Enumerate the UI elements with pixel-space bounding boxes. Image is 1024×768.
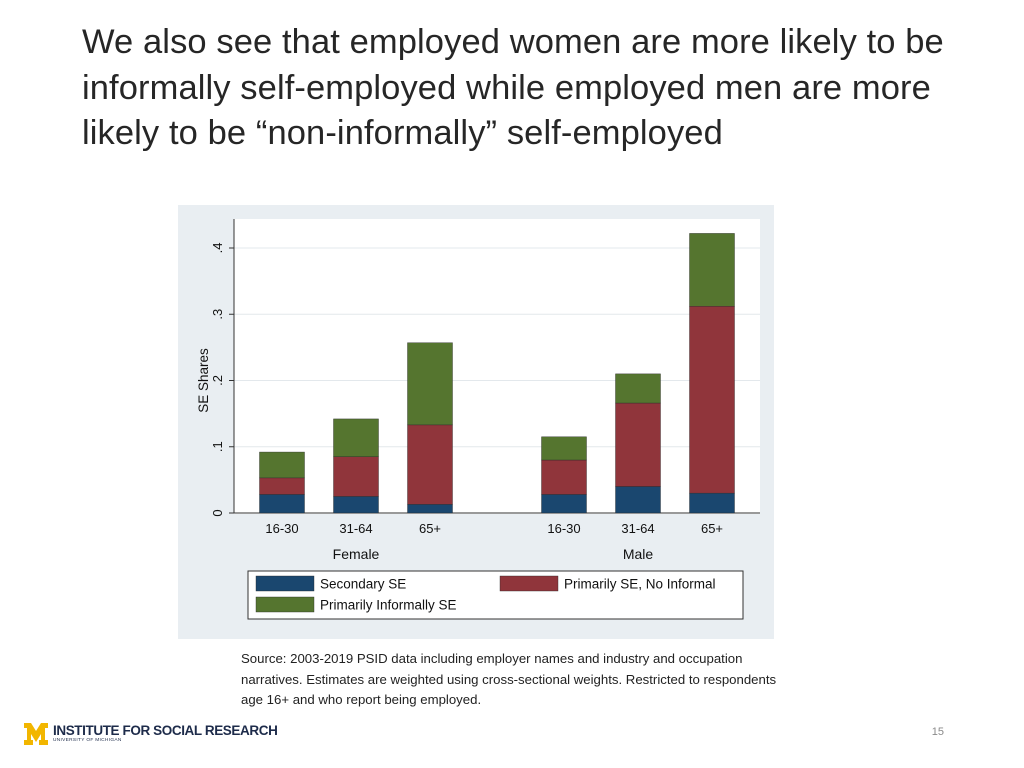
x-tick-label: 16-30: [547, 521, 580, 536]
chart-panel: 0 .1 .2 .3 .4 SE Shares 16-30 31-64 65+ 16-30 31-6…: [178, 205, 774, 639]
bar-segment: [689, 492, 735, 514]
bar-segment: [689, 306, 735, 494]
x-tick-label: 31-64: [339, 521, 372, 536]
legend-label: Secondary SE: [320, 577, 406, 592]
x-tick-label: 31-64: [621, 521, 654, 536]
y-tick-label: .1: [210, 441, 225, 452]
x-tick-label: 16-30: [265, 521, 298, 536]
legend-swatch: [255, 575, 315, 592]
slide-title: We also see that employed women are more…: [82, 23, 944, 152]
bar-segment: [259, 494, 305, 514]
legend-swatch: [499, 575, 559, 592]
logo-sub-text: UNIVERSITY OF MICHIGAN: [53, 738, 122, 743]
michigan-m-icon: [24, 723, 48, 745]
legend-label: Primarily Informally SE: [320, 598, 457, 613]
institute-logo: INSTITUTE FOR SOCIAL RESEARCH UNIVERSITY…: [24, 722, 278, 746]
bar-segment: [541, 436, 587, 461]
bar-segment: [407, 342, 453, 426]
source-note: Source: 2003-2019 PSID data including em…: [241, 651, 777, 707]
group-label: Male: [623, 546, 654, 562]
bar-segment: [615, 373, 661, 404]
bar-segment: [689, 233, 735, 307]
bar-segment: [259, 451, 305, 479]
stacked-bar-chart: 0 .1 .2 .3 .4 SE Shares 16-30 31-64 65+ 16-30 31-6…: [196, 219, 760, 620]
plot-area: [234, 219, 760, 514]
bar-segment: [615, 402, 661, 487]
bar-segment: [541, 494, 587, 514]
legend-swatch: [255, 596, 315, 613]
page-number: 15: [931, 726, 944, 738]
bar-segment: [407, 424, 453, 505]
y-tick-label: .2: [210, 375, 225, 386]
bar-segment: [541, 459, 587, 495]
legend-label: Primarily SE, No Informal: [564, 577, 716, 592]
x-tick-label: 65+: [701, 521, 723, 536]
y-tick-label: .4: [210, 243, 225, 254]
legend-box: [247, 570, 744, 620]
y-axis-label: SE Shares: [196, 348, 211, 413]
logo-main-text: INSTITUTE FOR SOCIAL RESEARCH: [53, 723, 278, 738]
group-label: Female: [333, 546, 380, 562]
bar-segment: [333, 418, 379, 457]
y-tick-label: 0: [210, 509, 225, 516]
bar-segment: [333, 496, 379, 514]
y-tick-label: .3: [210, 309, 225, 320]
bar-segment: [333, 456, 379, 497]
bar-segment: [615, 486, 661, 514]
bar-segment: [407, 504, 453, 514]
x-tick-label: 65+: [419, 521, 441, 536]
bar-segment: [259, 477, 305, 495]
